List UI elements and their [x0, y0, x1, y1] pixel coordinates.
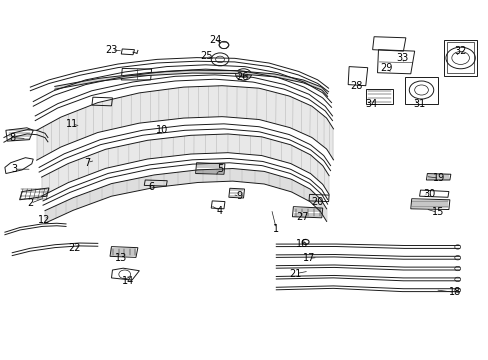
Text: 24: 24 — [208, 35, 221, 45]
Text: 13: 13 — [115, 253, 127, 264]
Polygon shape — [37, 86, 333, 160]
Text: 16: 16 — [295, 239, 308, 249]
Text: 5: 5 — [217, 164, 223, 174]
Text: 9: 9 — [236, 191, 242, 201]
Text: 29: 29 — [379, 63, 392, 73]
Polygon shape — [55, 70, 327, 96]
Text: 33: 33 — [395, 53, 407, 63]
Text: 23: 23 — [105, 45, 118, 55]
Text: 19: 19 — [432, 173, 445, 183]
Text: 11: 11 — [66, 119, 79, 129]
Text: 12: 12 — [38, 215, 50, 225]
Text: 32: 32 — [453, 46, 466, 56]
Text: 2: 2 — [27, 198, 33, 208]
Text: 22: 22 — [68, 243, 81, 253]
Text: 4: 4 — [217, 206, 223, 216]
Text: 1: 1 — [273, 224, 279, 234]
Text: 18: 18 — [447, 287, 460, 297]
Text: 6: 6 — [148, 182, 154, 192]
Text: 26: 26 — [235, 72, 248, 82]
Text: 7: 7 — [84, 158, 90, 168]
Text: 3: 3 — [12, 164, 18, 174]
Text: 28: 28 — [349, 81, 362, 91]
Text: 25: 25 — [200, 51, 212, 61]
Text: 31: 31 — [412, 99, 425, 109]
Polygon shape — [45, 168, 326, 223]
Text: 27: 27 — [295, 212, 308, 222]
Text: 10: 10 — [156, 125, 168, 135]
Text: 30: 30 — [422, 189, 435, 199]
Text: 14: 14 — [122, 276, 134, 286]
Text: 21: 21 — [289, 269, 302, 279]
Text: 34: 34 — [365, 99, 377, 109]
Text: 15: 15 — [430, 207, 443, 217]
Text: 20: 20 — [311, 197, 324, 207]
Text: 17: 17 — [302, 253, 315, 264]
Text: 8: 8 — [9, 132, 15, 143]
Polygon shape — [41, 134, 328, 196]
